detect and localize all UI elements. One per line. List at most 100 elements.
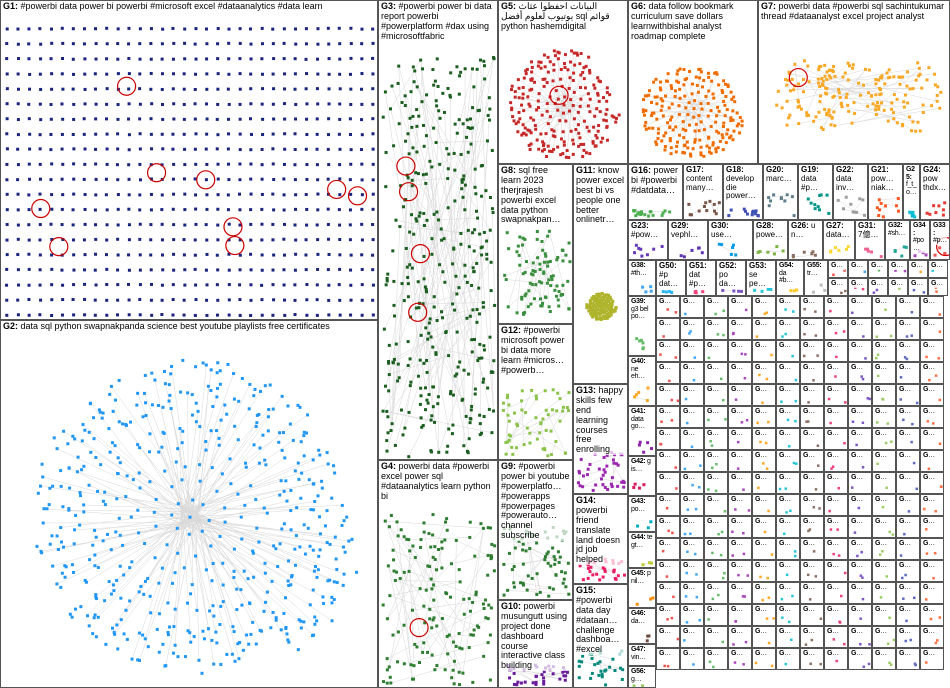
group-panel-small: G… bbox=[728, 362, 752, 384]
group-panel-small: G… bbox=[908, 278, 928, 296]
group-panel-small: G… bbox=[848, 260, 868, 278]
group-panel-small: G… bbox=[776, 582, 800, 604]
group-title: G… bbox=[875, 342, 893, 350]
group-title: G… bbox=[827, 628, 845, 636]
group-panel-small: G… bbox=[800, 582, 824, 604]
group-panel-g24: G24: pow thdx… bbox=[920, 164, 950, 220]
group-panel-g2: G2: data sql python swapnakpanda science… bbox=[0, 320, 378, 688]
group-panel-small: G… bbox=[920, 626, 944, 648]
group-panel-g21: G21: pow… niak… bbox=[868, 164, 903, 220]
group-panel-small: G… bbox=[752, 296, 776, 318]
group-panel-small: G… bbox=[896, 450, 920, 472]
group-title: G45: p nil… bbox=[631, 570, 653, 585]
group-title: G… bbox=[851, 496, 869, 504]
group-title: G8: sql free learn 2023 therjrajesh powe… bbox=[501, 166, 570, 225]
group-panel-small: G… bbox=[872, 472, 896, 494]
group-panel-small: G… bbox=[776, 428, 800, 450]
group-title: G… bbox=[899, 298, 917, 306]
group-title: G… bbox=[911, 280, 925, 288]
group-panel-g42: G42: g is… bbox=[628, 456, 656, 496]
group-title: G… bbox=[659, 430, 677, 438]
group-title: G… bbox=[851, 540, 869, 548]
group-title: G24: pow thdx… bbox=[923, 166, 947, 192]
group-panel-small: G… bbox=[896, 406, 920, 428]
group-title: G… bbox=[923, 584, 941, 592]
cluster-canvas bbox=[1, 1, 378, 320]
group-panel-small: G… bbox=[896, 560, 920, 582]
group-panel-small: G… bbox=[776, 538, 800, 560]
group-title: G… bbox=[659, 408, 677, 416]
group-panel-small: G… bbox=[896, 428, 920, 450]
group-title: G… bbox=[683, 606, 701, 614]
group-title: G… bbox=[683, 408, 701, 416]
group-panel-small: G… bbox=[776, 472, 800, 494]
group-title: G… bbox=[803, 562, 821, 570]
group-panel-small: G… bbox=[848, 604, 872, 626]
group-title: G… bbox=[803, 342, 821, 350]
group-panel-small: G… bbox=[824, 362, 848, 384]
group-panel-g13: G13: happy skills few end learning cours… bbox=[573, 384, 628, 494]
group-title: G… bbox=[891, 280, 905, 288]
group-panel-g10: G10: powerbi musungutt using project don… bbox=[498, 600, 573, 688]
cluster-canvas bbox=[1, 321, 378, 688]
group-panel-small: G… bbox=[920, 538, 944, 560]
group-title: G46: da… bbox=[631, 610, 653, 625]
group-title: G… bbox=[803, 386, 821, 394]
group-panel-g46: G46: da… bbox=[628, 608, 656, 644]
group-title: G31: 7億… bbox=[858, 222, 882, 240]
group-title: G… bbox=[659, 518, 677, 526]
group-panel-small: G… bbox=[680, 296, 704, 318]
group-title: G… bbox=[803, 540, 821, 548]
group-panel-small: G… bbox=[656, 450, 680, 472]
group-panel-small: G… bbox=[896, 648, 920, 670]
group-title: G… bbox=[683, 628, 701, 636]
group-title: G… bbox=[923, 650, 941, 658]
group-title: G33: #p… bbox=[933, 222, 947, 245]
group-panel-small: G… bbox=[896, 604, 920, 626]
group-title: G47: vin… bbox=[631, 646, 653, 661]
group-panel-small: G… bbox=[848, 560, 872, 582]
group-title: G… bbox=[707, 650, 725, 658]
group-panel-small: G… bbox=[704, 384, 728, 406]
group-panel-small: G… bbox=[824, 428, 848, 450]
group-title: G… bbox=[659, 320, 677, 328]
group-panel-g15: G15: #powerbi data day #dataan… challeng… bbox=[573, 584, 628, 688]
group-title: G… bbox=[707, 518, 725, 526]
group-title: G… bbox=[827, 430, 845, 438]
group-title: G… bbox=[851, 320, 869, 328]
group-title: G… bbox=[707, 474, 725, 482]
group-panel-small: G… bbox=[728, 516, 752, 538]
group-title: G… bbox=[707, 386, 725, 394]
group-panel-small: G… bbox=[728, 384, 752, 406]
group-panel-small: G… bbox=[680, 516, 704, 538]
group-panel-small: G… bbox=[872, 560, 896, 582]
group-title: G… bbox=[779, 430, 797, 438]
group-panel-small: G… bbox=[776, 516, 800, 538]
group-title: G… bbox=[803, 364, 821, 372]
group-panel-g53: G53: se pe… bbox=[746, 260, 776, 296]
group-panel-small: G… bbox=[920, 560, 944, 582]
group-title: G… bbox=[707, 364, 725, 372]
group-panel-g44: G44: te gt… bbox=[628, 532, 656, 568]
group-title: G… bbox=[827, 540, 845, 548]
group-panel-small: G… bbox=[656, 428, 680, 450]
group-panel-small: G… bbox=[728, 648, 752, 670]
group-title: G… bbox=[779, 408, 797, 416]
group-title: G… bbox=[803, 430, 821, 438]
group-title: G56: g… bbox=[631, 668, 653, 683]
group-panel-small: G… bbox=[752, 362, 776, 384]
group-title: G… bbox=[923, 298, 941, 306]
group-panel-small: G… bbox=[824, 472, 848, 494]
group-panel-small: G… bbox=[896, 340, 920, 362]
group-panel-small: G… bbox=[728, 626, 752, 648]
group-panel-small: G… bbox=[752, 538, 776, 560]
group-title: G40: ne eh… bbox=[631, 358, 653, 381]
group-title: G… bbox=[931, 280, 945, 288]
group-panel-g7: G7: powerbi data #powerbi sql sachintuku… bbox=[758, 0, 950, 164]
group-panel-small: G… bbox=[920, 362, 944, 384]
group-panel-small: G… bbox=[776, 384, 800, 406]
group-panel-small: G… bbox=[656, 362, 680, 384]
group-panel-small: G… bbox=[776, 560, 800, 582]
group-panel-small: G… bbox=[728, 538, 752, 560]
group-panel-small: G… bbox=[800, 296, 824, 318]
